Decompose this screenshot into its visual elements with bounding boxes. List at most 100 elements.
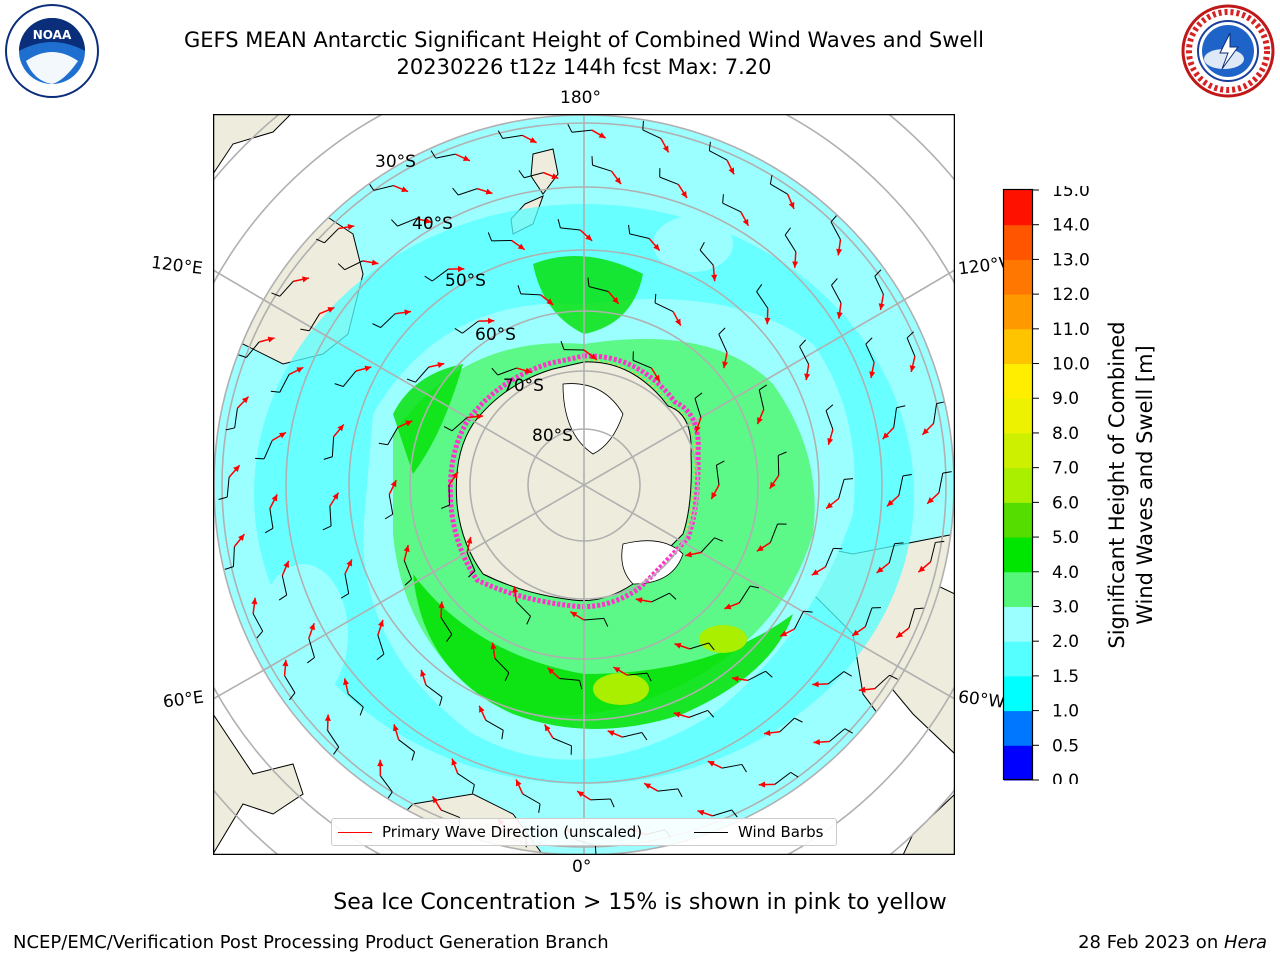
- wind-barb: [334, 370, 357, 387]
- wave-direction-arrow: [740, 211, 750, 227]
- wind-barb: [838, 478, 854, 499]
- lat-label-30s: 30°S: [375, 152, 416, 172]
- lat-label-80s: 80°S: [532, 426, 573, 446]
- wave-direction-arrow: [779, 628, 795, 637]
- colorbar-tick-label: 0.5: [1052, 736, 1079, 756]
- wave-direction-arrow: [343, 678, 350, 695]
- wind-barb: [622, 732, 648, 741]
- wind-barb: [908, 607, 924, 629]
- wave-direction-arrow: [607, 291, 620, 305]
- lon-label-60w: 60°W: [956, 687, 1006, 713]
- wind-barb: [830, 214, 841, 240]
- wave-direction-arrow: [271, 431, 287, 442]
- wave-direction-arrow: [236, 396, 250, 409]
- wind-barb: [252, 613, 264, 639]
- wave-direction-arrow: [269, 494, 278, 509]
- sea-ice-caption: Sea Ice Concentration > 15% is shown in …: [333, 890, 947, 915]
- wave-direction-arrow: [228, 464, 241, 478]
- wave-direction-arrow: [827, 429, 834, 446]
- colorbar-ticks: 0.0 0.5 1.0 1.5 2.0 3.0 4.0 5.0 6.0 7.0 8.0 9.0 10.0…: [1032, 186, 1090, 784]
- wave-direction-arrow: [478, 705, 487, 721]
- wind-barb: [255, 440, 273, 460]
- wind-barb: [874, 269, 884, 295]
- wind-barb: [376, 634, 385, 661]
- wave-direction-arrow: [333, 423, 345, 438]
- wave-max-region: [593, 673, 649, 705]
- lat-label-70s: 70°S: [503, 376, 544, 396]
- chart-title: GEFS MEAN Antarctic Significant Height o…: [183, 28, 985, 52]
- wind-barb: [658, 788, 683, 798]
- wind-barb: [864, 607, 881, 627]
- colorbar-frame: [1002, 188, 1034, 781]
- wave-direction-arrow: [710, 484, 720, 500]
- wind-barb: [441, 484, 451, 509]
- wave-direction-arrow: [451, 758, 459, 774]
- wave-direction-arrow: [338, 223, 355, 230]
- wind-barb: [590, 798, 615, 808]
- wave-direction-arrow: [685, 551, 702, 558]
- new-zealand: [530, 148, 559, 195]
- chart-subtitle: 20230226 t12z 144h fcst Max: 7.20: [396, 55, 772, 79]
- wind-barb: [327, 730, 340, 755]
- wave-direction-arrow: [281, 560, 290, 576]
- wind-barb: [829, 728, 853, 742]
- wind-barb: [906, 331, 916, 357]
- lon-label-180: 180°: [560, 88, 601, 108]
- colorbar-tick-label: 14.0: [1052, 216, 1090, 236]
- wave-direction-arrow: [926, 492, 940, 505]
- wind-barb: [337, 260, 363, 271]
- wind-barb: [552, 737, 572, 755]
- wave-direction-arrow: [811, 566, 826, 576]
- wave-direction-arrow: [288, 366, 304, 376]
- wind-barb: [497, 130, 523, 139]
- wind-barb: [938, 471, 952, 493]
- wind-barb: [516, 601, 531, 625]
- wave-direction-arrow: [921, 422, 935, 436]
- wind-barb: [794, 610, 813, 630]
- wind-barb: [708, 141, 728, 161]
- lat-label-50s: 50°S: [445, 271, 486, 291]
- legend-item-wind-barbs: Wind Barbs: [694, 823, 823, 841]
- wave-direction-arrow: [344, 559, 353, 575]
- wave-direction-arrow: [420, 669, 427, 686]
- wind-barb: [567, 123, 592, 133]
- wave-direction-arrow: [769, 475, 780, 490]
- wave-direction-arrow: [660, 138, 670, 153]
- colorbar-tick-label: 1.0: [1052, 702, 1079, 722]
- wave-direction-arrow: [756, 409, 765, 425]
- colorbar-cell: [1004, 745, 1032, 781]
- wave-direction-arrow: [397, 420, 413, 429]
- legend-swatch-red: [338, 831, 372, 833]
- noaa-logo-text: NOAA: [33, 28, 72, 42]
- wave-direction-arrow: [677, 184, 688, 199]
- wave-direction-arrow: [756, 541, 771, 552]
- wave-direction-arrow: [467, 413, 484, 420]
- colorbar-cell: [1004, 467, 1032, 503]
- wave-direction-arrow: [392, 724, 400, 740]
- wind-barb: [642, 120, 662, 139]
- colorbar-cell: [1004, 502, 1032, 538]
- footer-date: 28 Feb 2023 on: [1078, 932, 1224, 953]
- wind-barb: [893, 405, 906, 428]
- wind-barb: [237, 341, 260, 358]
- wind-barb: [224, 546, 235, 570]
- colorbar: 0.0 0.5 1.0 1.5 2.0 3.0 4.0 5.0 6.0 7.0 8.0 9.0 10.0…: [1002, 186, 1090, 784]
- wind-barb: [774, 771, 799, 785]
- wave-direction-arrow: [448, 265, 465, 273]
- legend-label-wave-direction: Primary Wave Direction (unscaled): [382, 823, 643, 841]
- wind-barb: [518, 170, 544, 179]
- wind-barb: [628, 224, 650, 239]
- wind-barb: [874, 674, 898, 690]
- wave-direction-arrow: [282, 659, 289, 676]
- colorbar-tick-label: 13.0: [1052, 250, 1090, 270]
- colorbar-cell: [1004, 675, 1032, 712]
- wind-barb: [391, 218, 417, 227]
- wave-direction-arrow: [431, 795, 442, 811]
- wind-barb: [225, 408, 238, 431]
- wind-barb: [591, 156, 612, 172]
- wave-direction-arrow: [540, 294, 554, 306]
- wave-direction-arrow: [882, 427, 895, 440]
- colorbar-tick-label: 4.0: [1052, 563, 1079, 583]
- wind-barb: [300, 313, 321, 332]
- wind-barb: [688, 709, 715, 718]
